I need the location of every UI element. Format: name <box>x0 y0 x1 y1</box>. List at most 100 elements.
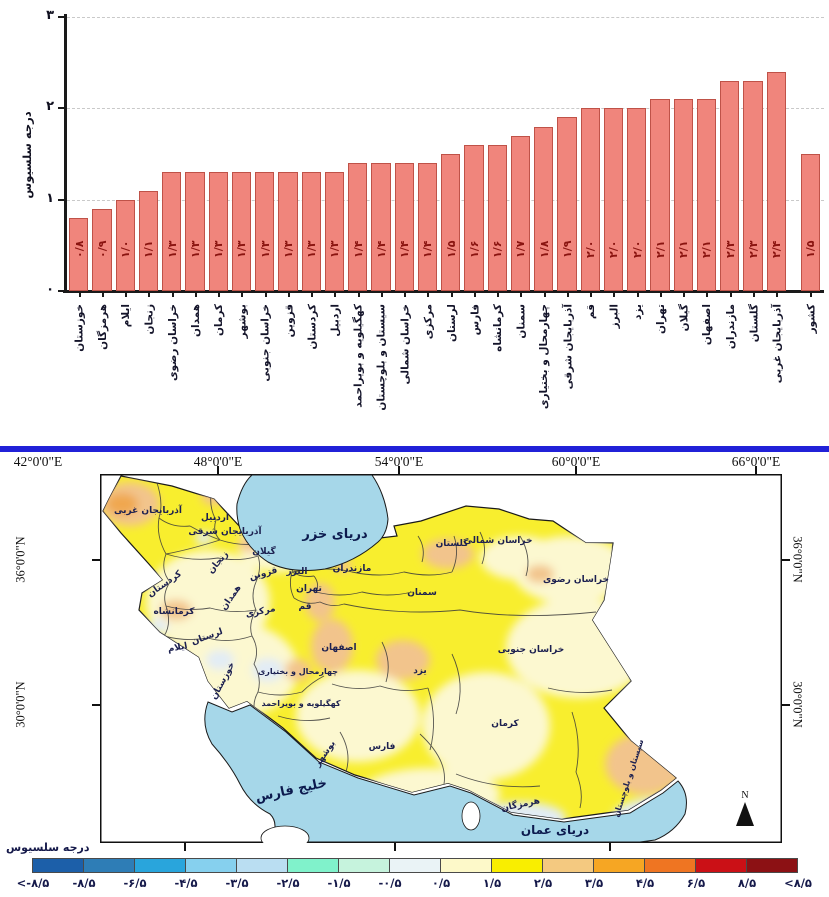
longitude-label: 60°0'0"E <box>551 454 601 469</box>
x-tick-mark <box>776 291 779 297</box>
x-category-label: بوشهر <box>236 304 249 339</box>
x-tick-mark <box>404 291 407 297</box>
x-category-label: کرمانشاه <box>492 304 505 352</box>
x-tick-mark <box>148 291 151 297</box>
gridline <box>67 108 824 110</box>
bar: ۱/۷ <box>510 135 530 291</box>
x-label-slot: فارس <box>464 291 483 437</box>
bar: ۲/۱ <box>696 99 716 291</box>
bar-slot: ۱/۳ <box>231 17 251 291</box>
x-label-slot: گلستان <box>743 291 762 437</box>
bar-slot: ۱/۴ <box>348 17 368 291</box>
bar: ۰/۹ <box>92 208 112 291</box>
bar-value-label: ۱/۳ <box>235 240 249 258</box>
x-axis-labels: خوزستان هرمزگان ایلام زنجان خراسان رضوی همدان… <box>69 291 820 437</box>
musandam-peninsula <box>461 801 481 831</box>
bar-value-label: ۰/۹ <box>95 240 109 258</box>
x-category-label: قم <box>585 304 598 320</box>
province-label: کرمان <box>491 719 519 729</box>
x-label-slot: بوشهر <box>232 291 251 437</box>
bar-value-label: ۲/۰ <box>584 240 598 258</box>
province-label: ایلام <box>167 641 188 654</box>
y-tick-label: ۳ <box>46 8 54 23</box>
map-panel: 42°0'0"E 48°0'0"E 54°0'0"E 60°0'0"E 66°0'0"E… <box>0 437 829 897</box>
bar-value-label: ۱/۴ <box>421 240 435 258</box>
bar: ۱/۵ <box>800 154 820 291</box>
legend-class-label: -۴/۵ <box>174 876 198 890</box>
bar-value-label: ۱/۴ <box>398 240 412 258</box>
y-tick-mark <box>58 198 64 201</box>
bar-slot: ۲/۱ <box>696 17 716 291</box>
bar: ۱/۳ <box>231 172 251 291</box>
x-category-label: خراسان رضوی <box>166 304 179 381</box>
x-category-label: گلستان <box>747 304 760 343</box>
x-label-slot: چهارمحال و بختیاری <box>534 291 553 437</box>
x-tick-mark <box>194 291 197 297</box>
longitude-label: 48°0'0"E <box>193 454 243 469</box>
province-label: اصفهان <box>321 643 356 653</box>
legend-title: درجه سلسیوس <box>6 841 90 854</box>
x-tick-mark <box>171 291 174 297</box>
bar-slot: ۱/۵ <box>441 17 461 291</box>
frame-tick <box>609 843 611 851</box>
frame-tick <box>782 559 790 561</box>
x-tick-mark <box>357 291 360 297</box>
x-label-slot: یزد <box>627 291 646 437</box>
x-label-slot: کرمانشاه <box>488 291 507 437</box>
x-category-label: مازندران <box>724 304 737 350</box>
legend-class-label: ۸/۵ <box>737 876 757 890</box>
bar-slot: ۲/۰ <box>627 17 647 291</box>
x-category-label: چهارمحال و بختیاری <box>538 304 551 410</box>
legend-swatch <box>83 858 135 873</box>
legend-class-label: -۲/۵ <box>276 876 300 890</box>
longitude-label: 42°0'0"E <box>13 454 63 469</box>
y-tick-label: ۱ <box>46 190 54 206</box>
bar-slot: ۱/۳ <box>208 17 228 291</box>
x-tick-mark <box>752 291 755 297</box>
qatar-peninsula <box>260 825 310 843</box>
bar-slot: ۲/۴ <box>766 17 786 291</box>
bar-value-label: ۲/۰ <box>607 240 621 258</box>
x-tick-mark <box>241 291 244 297</box>
x-label-slot: قم <box>581 291 600 437</box>
x-category-label: فارس <box>468 304 481 336</box>
x-tick-mark <box>264 291 267 297</box>
bar-value-label: ۱/۶ <box>467 240 481 258</box>
x-tick-mark <box>287 291 290 297</box>
x-tick-mark <box>520 291 523 297</box>
x-category-label: سمنان <box>515 304 528 339</box>
x-label-slot: ایلام <box>116 291 135 437</box>
legend-class-label: ۴/۵ <box>635 876 655 890</box>
bar-value-label: ۱/۳ <box>328 240 342 258</box>
y-axis-line <box>64 14 67 293</box>
x-tick-mark <box>590 291 593 297</box>
x-label-slot: خراسان شمالی <box>395 291 414 437</box>
x-category-label: خراسان شمالی <box>399 304 412 385</box>
x-label-slot: کشور <box>801 291 820 437</box>
bar-value-label: ۱/۶ <box>491 240 505 258</box>
x-label-slot: کردستان <box>302 291 321 437</box>
x-tick-mark <box>706 291 709 297</box>
bar: ۱/۰ <box>115 199 135 291</box>
bar-value-label: ۱/۷ <box>514 240 528 258</box>
x-tick-mark <box>810 291 813 297</box>
bar-slot: ۱/۷ <box>510 17 530 291</box>
bar: ۱/۹ <box>557 117 577 291</box>
legend-swatch <box>236 858 288 873</box>
bar-value-label: ۲/۳ <box>723 240 737 258</box>
x-label-slot: کهگیلویه و بویراحمد <box>348 291 367 437</box>
legend-class-label: -۱/۵ <box>327 876 351 890</box>
x-tick-mark <box>497 291 500 297</box>
x-category-label: لرستان <box>445 304 458 342</box>
x-label-slot: اردبیل <box>325 291 344 437</box>
x-category-label: یزد <box>631 304 644 320</box>
bar: ۱/۳ <box>255 172 275 291</box>
bar-slot: ۱/۳ <box>255 17 275 291</box>
x-tick-mark <box>636 291 639 297</box>
province-label: خراسان جنوبی <box>498 645 565 655</box>
bar-slot: ۱/۳ <box>301 17 321 291</box>
bar: ۱/۳ <box>162 172 182 291</box>
x-category-label: کهگیلویه و بویراحمد <box>352 304 365 408</box>
x-tick-mark <box>334 291 337 297</box>
